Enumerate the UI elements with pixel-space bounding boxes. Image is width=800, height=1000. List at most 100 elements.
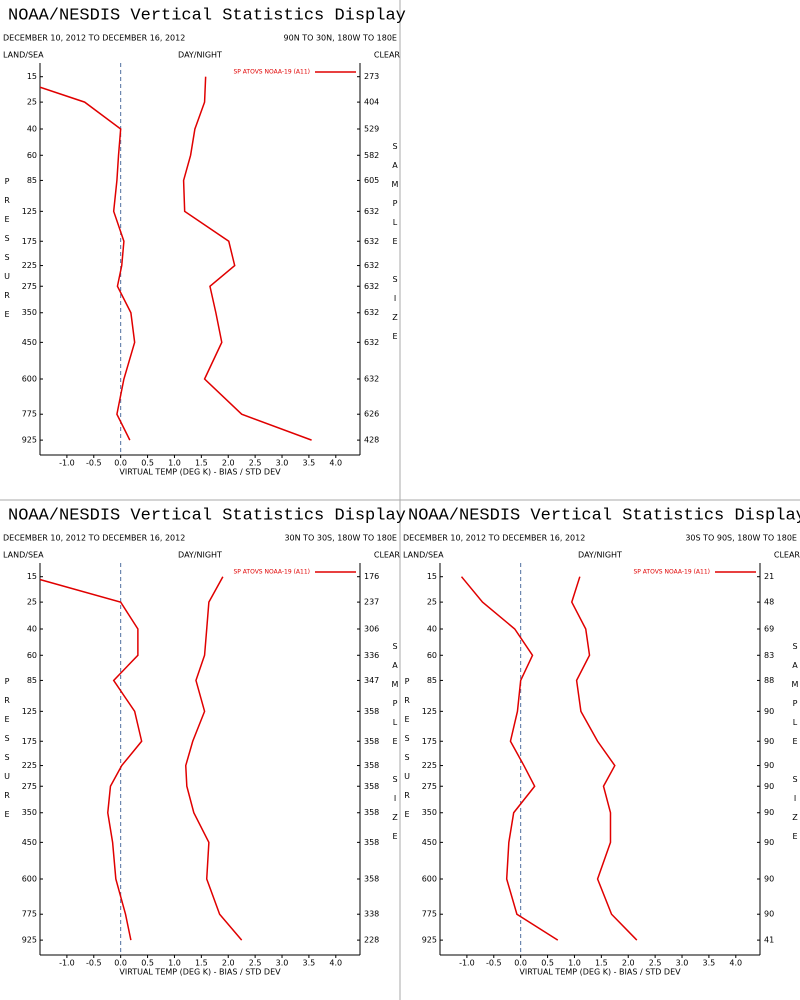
y-tick-label: 125 — [422, 707, 437, 716]
y-tick-label: 125 — [22, 207, 37, 216]
sample-size-label: 358 — [364, 808, 379, 817]
y-tick-label: 25 — [427, 598, 437, 607]
sample-size-label: 632 — [364, 207, 379, 216]
sample-size-label: 428 — [364, 436, 379, 445]
y-tick-label: 85 — [27, 676, 37, 685]
land-sea-label: LAND/SEA — [3, 51, 44, 60]
sample-size-label: 90 — [764, 761, 774, 770]
x-axis-label: VIRTUAL TEMP (DEG K) - BIAS / STD DEV — [119, 468, 281, 477]
sample-size-label: 358 — [364, 761, 379, 770]
x-tick-label: -1.0 — [459, 959, 475, 968]
region: 30N TO 30S, 180W TO 180E — [284, 534, 397, 543]
y2-axis-label: SAMPLE SIZE — [391, 642, 400, 851]
y-tick-label: 15 — [27, 572, 37, 581]
x-tick-label: 3.0 — [676, 959, 689, 968]
sample-size-label: 582 — [364, 151, 379, 160]
legend-label: SP ATOVS NOAA-19 (A11) — [633, 569, 710, 576]
sample-size-label: 90 — [764, 707, 774, 716]
y-tick-label: 60 — [427, 651, 437, 660]
y-axis-label: PRESSURE — [403, 677, 412, 829]
x-axis-label: VIRTUAL TEMP (DEG K) - BIAS / STD DEV — [119, 968, 281, 977]
sample-size-label: 632 — [364, 237, 379, 246]
y-axis-label: PRESSURE — [3, 177, 12, 329]
bias-line — [40, 578, 143, 941]
y-tick-label: 175 — [22, 237, 37, 246]
x-axis-label: VIRTUAL TEMP (DEG K) - BIAS / STD DEV — [519, 968, 681, 977]
region: 30S TO 90S, 180W TO 180E — [685, 534, 797, 543]
x-tick-label: 3.5 — [703, 959, 716, 968]
sample-size-label: 228 — [364, 936, 379, 945]
region: 90N TO 30N, 180W TO 180E — [284, 34, 397, 43]
x-tick-label: 2.5 — [649, 959, 662, 968]
y-tick-label: 40 — [27, 624, 37, 633]
sample-size-label: 632 — [364, 282, 379, 291]
y-tick-label: 600 — [22, 374, 37, 383]
x-tick-label: 0.5 — [141, 459, 154, 468]
y-tick-label: 85 — [27, 176, 37, 185]
x-tick-label: 3.0 — [276, 959, 289, 968]
std-dev-line — [570, 576, 638, 941]
bias-line — [460, 576, 559, 941]
x-tick-label: 2.0 — [622, 959, 635, 968]
x-tick-label: 1.0 — [168, 959, 181, 968]
clear-label: CLEAR — [774, 551, 800, 560]
y-axis-label: PRESSURE — [3, 677, 12, 829]
y-tick-label: 225 — [422, 761, 437, 770]
y-tick-label: 125 — [22, 707, 37, 716]
sample-size-label: 632 — [364, 374, 379, 383]
sample-size-label: 358 — [364, 737, 379, 746]
y-tick-label: 85 — [427, 676, 437, 685]
y-tick-label: 40 — [427, 624, 437, 633]
sample-size-label: 273 — [364, 72, 379, 81]
sample-size-label: 605 — [364, 176, 379, 185]
x-tick-label: 2.0 — [222, 959, 235, 968]
x-tick-label: 0.5 — [141, 959, 154, 968]
y2-axis-label: SAMPLE SIZE — [791, 642, 800, 851]
x-tick-label: 1.5 — [595, 959, 608, 968]
sample-size-label: 358 — [364, 782, 379, 791]
sample-size-label: 176 — [364, 572, 379, 581]
y-tick-label: 60 — [27, 651, 37, 660]
x-tick-label: 0.0 — [514, 959, 527, 968]
clear-label: CLEAR — [374, 551, 401, 560]
sample-size-label: 336 — [364, 651, 379, 660]
y-tick-label: 275 — [22, 282, 37, 291]
x-tick-label: 1.5 — [195, 459, 208, 468]
y-tick-label: 350 — [22, 808, 37, 817]
x-tick-label: 2.0 — [222, 459, 235, 468]
sample-size-label: 90 — [764, 838, 774, 847]
std-dev-line — [184, 576, 243, 941]
sample-size-label: 632 — [364, 338, 379, 347]
y-tick-label: 450 — [422, 838, 437, 847]
x-tick-label: -0.5 — [86, 459, 102, 468]
sample-size-label: 632 — [364, 308, 379, 317]
sample-size-label: 404 — [364, 98, 379, 107]
x-tick-label: 1.0 — [568, 959, 581, 968]
sample-size-label: 41 — [764, 936, 774, 945]
y2-axis-label: SAMPLE SIZE — [391, 142, 400, 351]
y-tick-label: 25 — [27, 98, 37, 107]
sample-size-label: 69 — [764, 624, 774, 633]
sample-size-label: 358 — [364, 838, 379, 847]
sample-size-label: 626 — [364, 410, 379, 419]
y-tick-label: 450 — [22, 838, 37, 847]
sample-size-label: 358 — [364, 707, 379, 716]
y-tick-label: 350 — [422, 808, 437, 817]
legend-label: SP ATOVS NOAA-19 (A11) — [233, 569, 310, 576]
sample-size-label: 90 — [764, 782, 774, 791]
y-tick-label: 925 — [22, 936, 37, 945]
y-tick-label: 225 — [22, 261, 37, 270]
y-tick-label: 275 — [22, 782, 37, 791]
sample-size-label: 90 — [764, 874, 774, 883]
x-tick-label: -1.0 — [59, 959, 75, 968]
chart-panel: NOAA/NESDIS Vertical Statistics Display D… — [3, 506, 406, 976]
sample-size-label: 21 — [764, 572, 774, 581]
y-tick-label: 600 — [422, 874, 437, 883]
x-tick-label: -0.5 — [486, 959, 502, 968]
y-tick-label: 925 — [22, 436, 37, 445]
x-tick-label: 0.0 — [114, 459, 127, 468]
y-tick-label: 25 — [27, 598, 37, 607]
y-tick-label: 775 — [22, 910, 37, 919]
x-tick-label: 2.5 — [249, 459, 262, 468]
